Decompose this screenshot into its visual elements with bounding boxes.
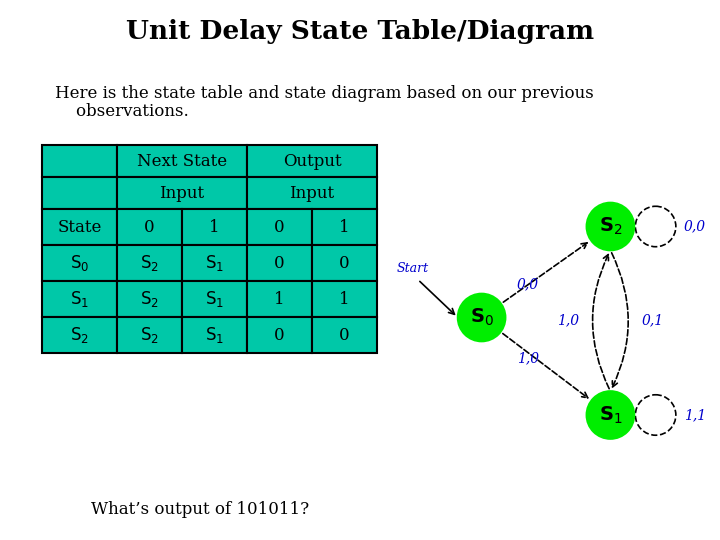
Text: 1,0: 1,0 — [517, 351, 539, 365]
Text: Next State: Next State — [137, 152, 227, 170]
Text: 0,0: 0,0 — [684, 219, 706, 233]
Text: 0: 0 — [339, 327, 350, 343]
Text: 1: 1 — [210, 219, 220, 235]
Circle shape — [587, 202, 634, 251]
Text: 0,0: 0,0 — [517, 277, 539, 291]
Bar — [42, 317, 117, 353]
Text: Here is the state table and state diagram based on our previous: Here is the state table and state diagra… — [55, 85, 594, 102]
Text: 1: 1 — [339, 291, 350, 307]
Text: Start: Start — [397, 261, 429, 274]
Text: What’s output of 101011?: What’s output of 101011? — [91, 502, 309, 518]
Bar — [42, 281, 117, 317]
Bar — [182, 281, 247, 317]
Bar — [117, 145, 247, 177]
Text: $\mathrm{S}_{2}$: $\mathrm{S}_{2}$ — [70, 325, 89, 345]
Text: 1,0: 1,0 — [557, 314, 580, 328]
Text: 1,1: 1,1 — [684, 408, 706, 422]
Text: $\mathbf{S}_{2}$: $\mathbf{S}_{2}$ — [598, 216, 622, 237]
Text: $\mathrm{S}_{0}$: $\mathrm{S}_{0}$ — [70, 253, 89, 273]
Bar — [247, 245, 312, 281]
Bar — [182, 245, 247, 281]
Text: $\mathrm{S}_{2}$: $\mathrm{S}_{2}$ — [140, 289, 159, 309]
Bar — [312, 245, 377, 281]
Text: 0: 0 — [144, 219, 155, 235]
Text: $\mathrm{S}_{2}$: $\mathrm{S}_{2}$ — [140, 253, 159, 273]
Text: $\mathbf{S}_{0}$: $\mathbf{S}_{0}$ — [469, 307, 494, 328]
Bar — [117, 317, 182, 353]
Bar — [247, 209, 312, 245]
Text: 0: 0 — [274, 219, 285, 235]
Bar — [312, 209, 377, 245]
Text: 1: 1 — [274, 291, 285, 307]
Bar — [182, 317, 247, 353]
Text: $\mathbf{S}_{1}$: $\mathbf{S}_{1}$ — [598, 404, 622, 426]
Bar — [42, 245, 117, 281]
Bar — [117, 209, 182, 245]
Circle shape — [458, 294, 505, 341]
Text: 0,1: 0,1 — [642, 314, 663, 328]
Text: Input: Input — [289, 185, 335, 201]
Text: Unit Delay State Table/Diagram: Unit Delay State Table/Diagram — [126, 19, 594, 44]
Bar — [117, 245, 182, 281]
Bar — [182, 209, 247, 245]
Text: $\mathrm{S}_{1}$: $\mathrm{S}_{1}$ — [205, 325, 224, 345]
Text: $\mathrm{S}_{1}$: $\mathrm{S}_{1}$ — [205, 253, 224, 273]
Bar — [42, 177, 117, 209]
Text: 0: 0 — [274, 254, 285, 272]
Bar — [312, 281, 377, 317]
Bar — [312, 317, 377, 353]
Bar — [247, 177, 377, 209]
Bar — [117, 177, 247, 209]
Bar — [247, 281, 312, 317]
Text: 0: 0 — [274, 327, 285, 343]
Bar — [42, 209, 117, 245]
Text: State: State — [58, 219, 102, 235]
Text: $\mathrm{S}_{1}$: $\mathrm{S}_{1}$ — [70, 289, 89, 309]
Bar — [247, 317, 312, 353]
Circle shape — [587, 391, 634, 439]
Text: Output: Output — [283, 152, 341, 170]
Text: 1: 1 — [339, 219, 350, 235]
Text: observations.: observations. — [55, 103, 189, 120]
Text: $\mathrm{S}_{1}$: $\mathrm{S}_{1}$ — [205, 289, 224, 309]
Bar — [247, 145, 377, 177]
Text: Input: Input — [159, 185, 204, 201]
Bar — [42, 145, 117, 177]
Text: $\mathrm{S}_{2}$: $\mathrm{S}_{2}$ — [140, 325, 159, 345]
Text: 0: 0 — [339, 254, 350, 272]
Bar — [117, 281, 182, 317]
